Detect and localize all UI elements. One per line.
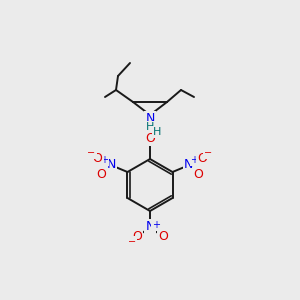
Text: O: O <box>92 152 102 164</box>
Text: +: + <box>152 220 160 230</box>
Text: N: N <box>107 158 116 172</box>
Text: H: H <box>153 127 161 137</box>
Text: O: O <box>158 230 168 244</box>
Text: O: O <box>132 230 142 244</box>
Text: H: H <box>146 122 154 132</box>
Text: −: − <box>128 237 136 247</box>
Text: O: O <box>198 152 208 164</box>
Text: N: N <box>145 220 155 233</box>
Text: O: O <box>194 169 203 182</box>
Text: +: + <box>100 155 109 165</box>
Text: +: + <box>190 155 199 165</box>
Text: N: N <box>184 158 193 172</box>
Text: O: O <box>145 131 155 145</box>
Text: O: O <box>97 169 106 182</box>
Text: −: − <box>87 148 95 158</box>
Text: −: − <box>205 148 213 158</box>
Text: N: N <box>145 112 155 125</box>
